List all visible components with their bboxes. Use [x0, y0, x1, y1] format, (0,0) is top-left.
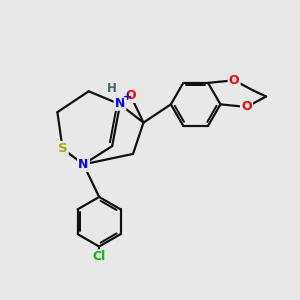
Text: H: H: [107, 82, 117, 95]
Text: S: S: [58, 142, 68, 155]
Text: O: O: [125, 89, 136, 102]
Text: N: N: [115, 97, 125, 110]
Text: +: +: [123, 92, 133, 101]
Text: O: O: [241, 100, 252, 113]
Text: N: N: [78, 158, 89, 171]
Text: Cl: Cl: [92, 250, 106, 263]
Text: O: O: [229, 74, 239, 87]
